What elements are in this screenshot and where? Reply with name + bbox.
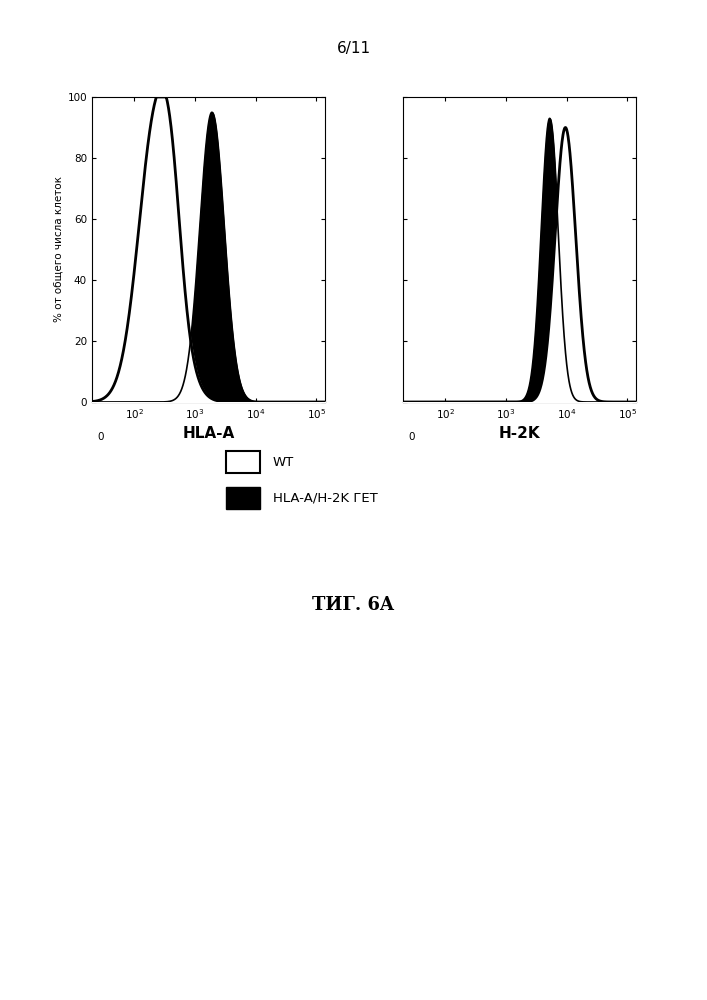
Text: 6/11: 6/11 (337, 40, 370, 55)
Text: 0: 0 (409, 432, 415, 442)
X-axis label: H-2K: H-2K (499, 426, 540, 441)
Text: 0: 0 (98, 432, 104, 442)
X-axis label: HLA-A: HLA-A (182, 426, 235, 441)
Text: WT: WT (273, 456, 294, 468)
Y-axis label: % от общего числа клеток: % от общего числа клеток (53, 176, 63, 322)
Text: HLA-A/H-2K ГЕТ: HLA-A/H-2K ГЕТ (273, 491, 378, 504)
Text: ΤИГ. 6A: ΤИГ. 6A (312, 596, 395, 614)
